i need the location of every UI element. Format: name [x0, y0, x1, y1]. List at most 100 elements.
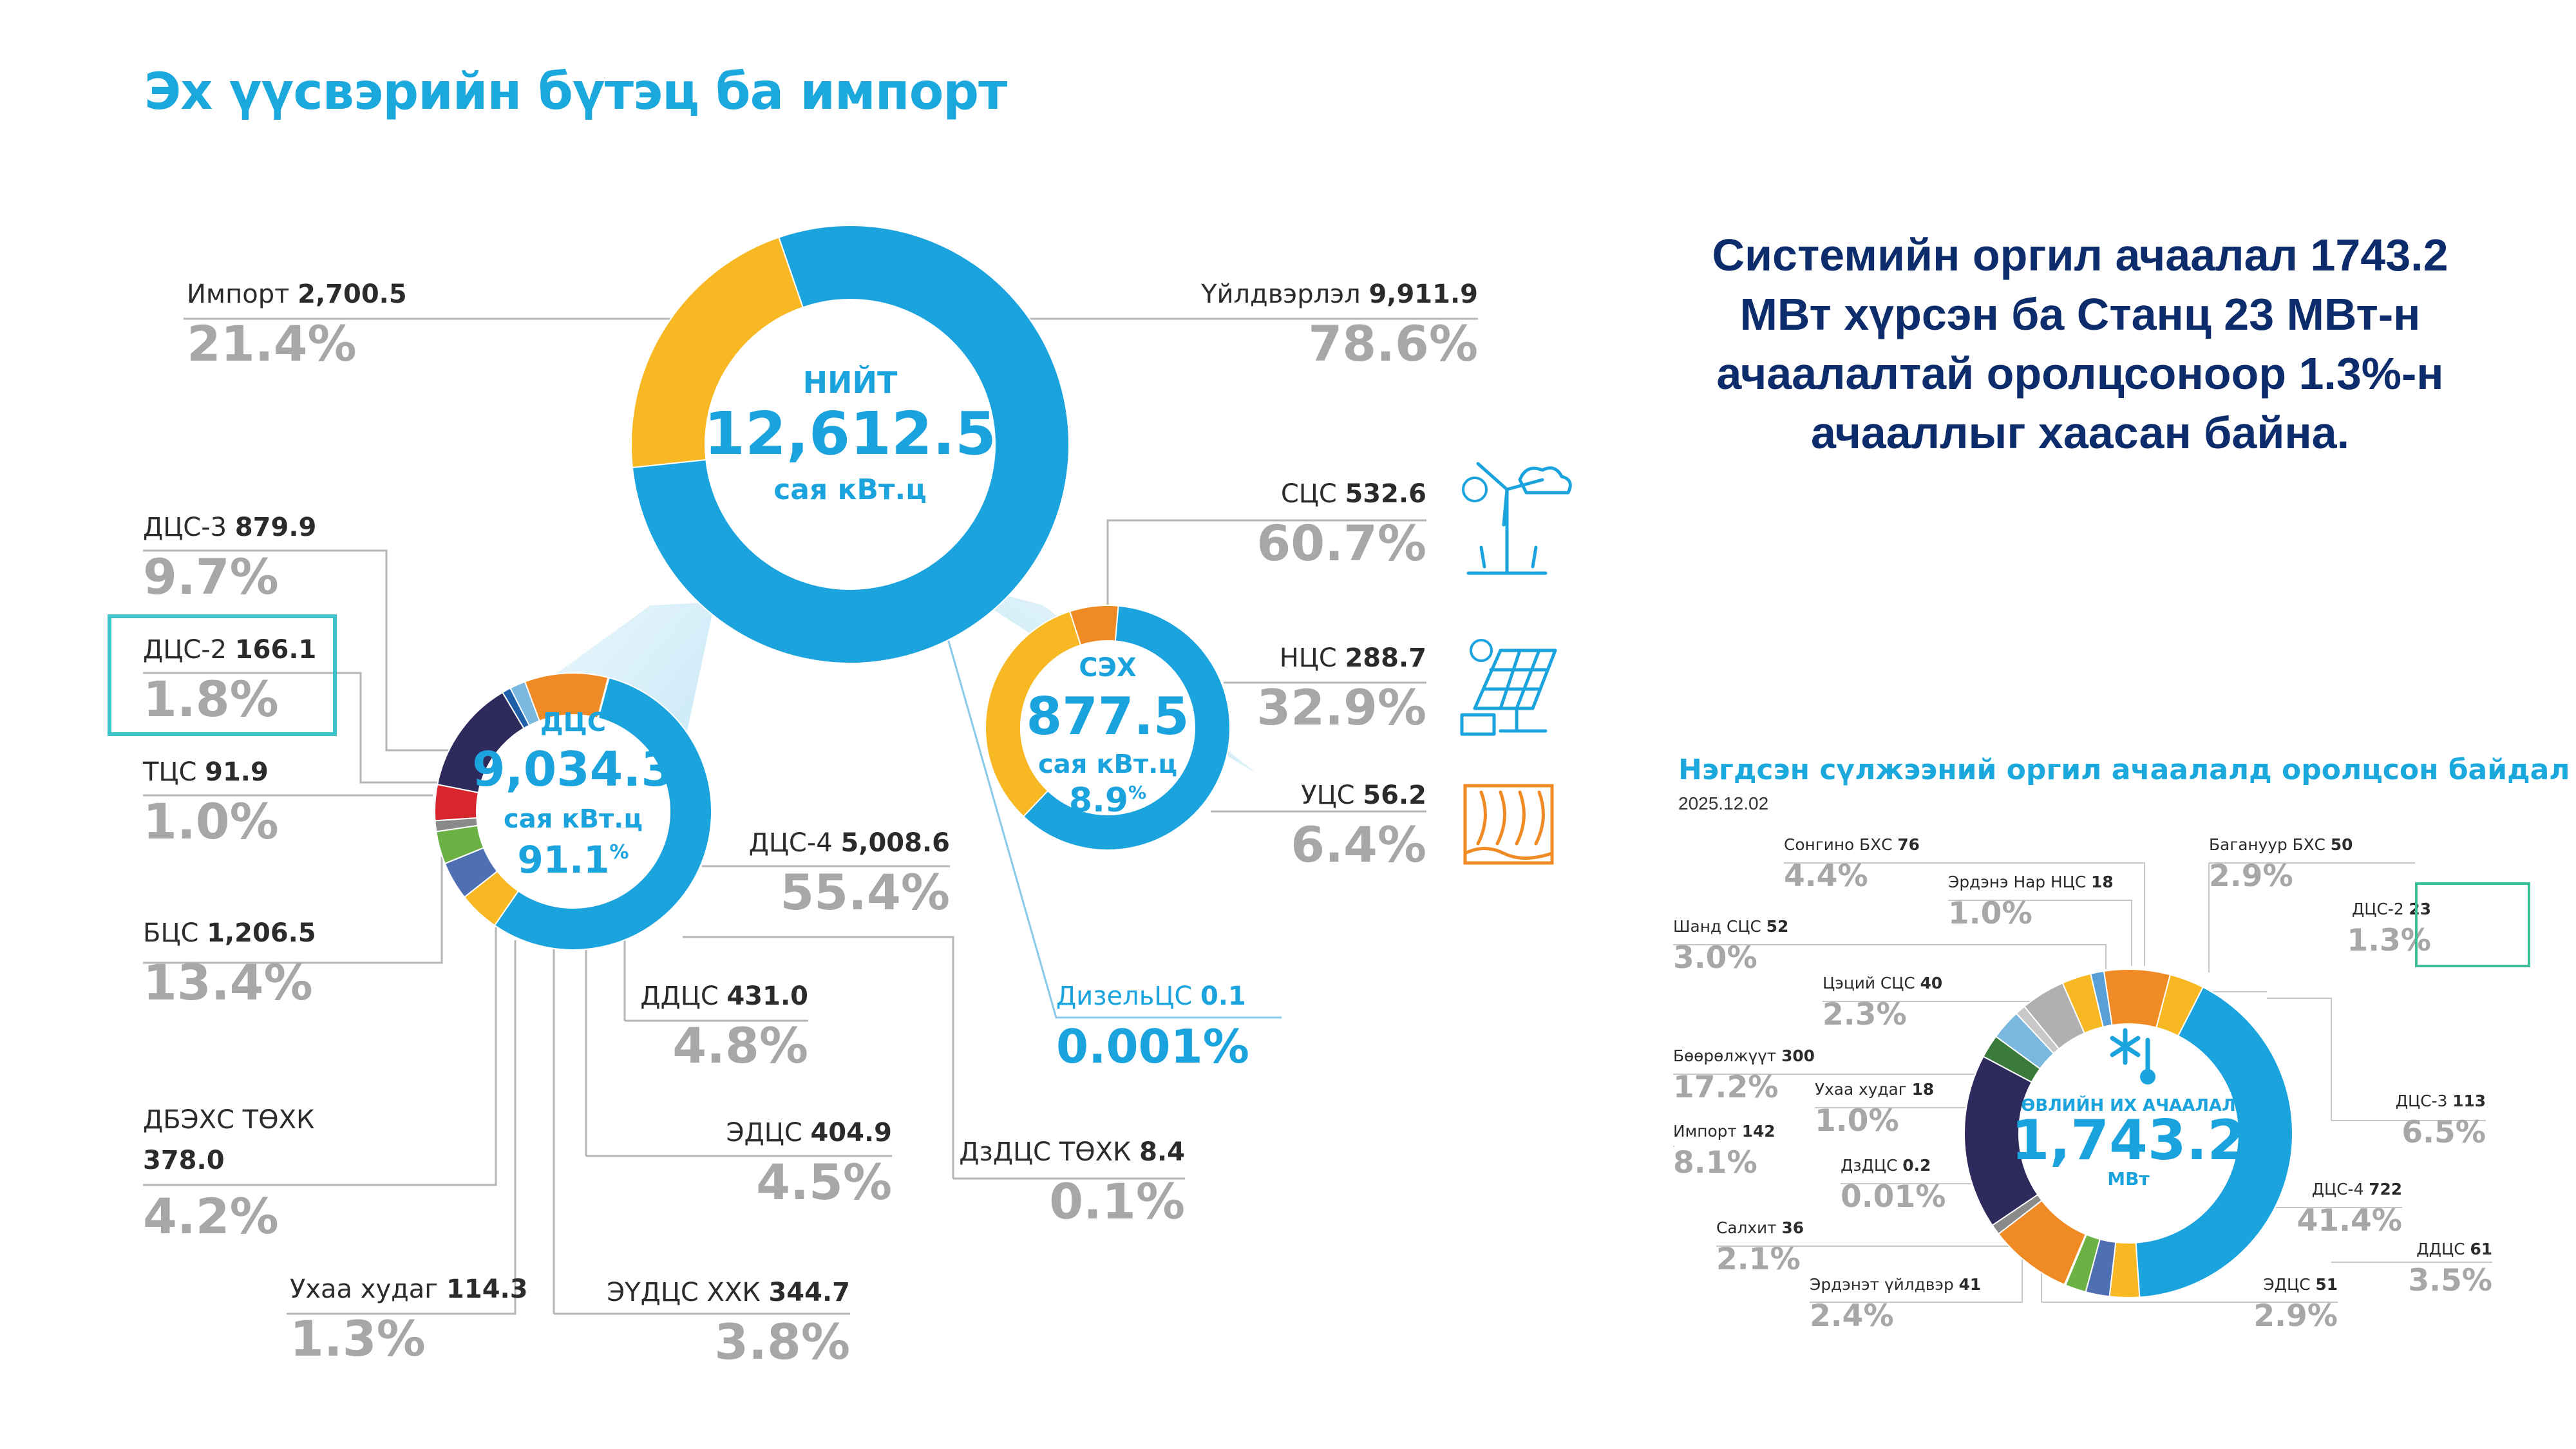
label-ухаа-худаг-value: 114.3 [446, 1274, 528, 1304]
peak-label-импорт-value: 142 [1742, 1122, 1776, 1141]
peak-label-дцс-4-value: 722 [2369, 1180, 2402, 1198]
label-scs-name-text: СЦС [1281, 479, 1345, 509]
label-дцс-2-name-text: ДЦС-2 [143, 635, 235, 665]
label-эүдцс-ххк-percent: 3.8% [714, 1313, 850, 1370]
wind-cloud-icon [1518, 466, 1572, 495]
peak-leader-дцс-3-vertical [2267, 998, 2332, 1121]
label-diesel-value: 0.1 [1200, 981, 1246, 1011]
label-бцс-percent: 13.4% [143, 954, 313, 1011]
label-эүдцс-ххк-name: ЭҮДЦС ХХК 344.7 [607, 1278, 850, 1307]
total-center-unit: сая кВт.ц [773, 473, 927, 506]
peak-dcs2-highlight-box [2415, 882, 2530, 967]
label-ncs-name-text: НЦС [1280, 643, 1345, 673]
label-ucs-name-text: УЦС [1301, 781, 1363, 810]
peak-label-ддцс-name-text: ДДЦС [2416, 1240, 2470, 1258]
peak-label-сонгино-бхс-percent: 4.4% [1784, 858, 1868, 894]
label-эдцс-name: ЭДЦС 404.9 [726, 1118, 892, 1148]
peak-label-багануур-бхс-name-text: Багануур БХС [2209, 835, 2331, 854]
seh-center-unit: сая кВт.ц [1038, 750, 1177, 779]
peak-label-шанд-сцс-name-text: Шанд СЦС [1673, 917, 1766, 936]
label-ддцс-name-text: ДДЦС [640, 981, 726, 1011]
peak-label-дздцс-percent: 0.01% [1841, 1179, 1946, 1215]
peak-label-дцс-2-value: 23 [2409, 900, 2431, 918]
label-ncs-percent: 32.9% [1256, 679, 1426, 736]
peak-center-label: ӨВЛИЙН ИХ АЧААЛАЛ [2021, 1095, 2235, 1115]
peak-label-бөөрөлжүүт-percent: 17.2% [1673, 1070, 1778, 1105]
label-diesel-name: ДизельЦС 0.1 [1056, 981, 1246, 1011]
dcs-center-unit: сая кВт.ц [504, 804, 643, 834]
label-scs-name: СЦС 532.6 [1281, 479, 1426, 509]
peak-label-дздцс-name: ДзДЦС 0.2 [1841, 1156, 1931, 1175]
peak-label-шанд-сцс-name: Шанд СЦС 52 [1673, 917, 1788, 936]
peak-leader-эрдэнэ-нар-нцс [1948, 900, 2132, 966]
total-center [705, 299, 995, 589]
label-дцс-3-value: 879.9 [235, 513, 317, 542]
label-бцс-value: 1,206.5 [207, 918, 316, 948]
label-ncs-name: НЦС 288.7 [1280, 643, 1426, 673]
label-diesel-name-text: ДизельЦС [1056, 981, 1200, 1011]
peak-label-дцс-4-percent: 41.4% [2297, 1203, 2402, 1238]
label-generation-name: Үйлдвэрлэл 9,911.9 [1200, 279, 1478, 309]
peak-label-бөөрөлжүүт-value: 300 [1781, 1046, 1815, 1065]
label-import-percent: 21.4% [187, 315, 357, 372]
peak-label-дцс-3-value: 113 [2452, 1092, 2486, 1110]
seh-center [1021, 641, 1195, 815]
label-ухаа-худаг-percent: 1.3% [290, 1310, 426, 1367]
label-ддцс-value: 431.0 [726, 981, 808, 1011]
peak-label-дздцс-name-text: ДзДЦС [1841, 1156, 1902, 1175]
label-ддцс-name: ДДЦС 431.0 [640, 981, 808, 1011]
peak-label-дцс-3-name-text: ДЦС-3 [2396, 1092, 2453, 1110]
seh-center-share: 8.9% [1069, 781, 1146, 820]
dcs2-highlight-box [108, 614, 337, 736]
peak-label-салхит-name: Салхит 36 [1716, 1218, 1804, 1237]
label-ухаа-худаг-name: Ухаа худаг 114.3 [290, 1274, 528, 1304]
label-ucs-name: УЦС 56.2 [1301, 781, 1426, 810]
peak-label-цэций-сцс-percent: 2.3% [1823, 997, 1907, 1032]
peak-label-дцс-4-name: ДЦС-4 722 [2312, 1180, 2402, 1198]
label-эдцс-value: 404.9 [810, 1118, 892, 1148]
label-ncs-value: 288.7 [1345, 643, 1426, 673]
dcs-center-label: ДЦС [540, 708, 606, 737]
peak-label-ухаа-худаг-value: 18 [1912, 1080, 1935, 1099]
peak-label-эрдэнэт-үйлдвэр-name-text: Эрдэнэт үйлдвэр [1810, 1275, 1959, 1294]
peak-label-цэций-сцс-name-text: Цэций СЦС [1823, 974, 1920, 992]
label-scs-value: 532.6 [1345, 479, 1426, 509]
label-dbehs-value: 378.0 [143, 1146, 225, 1175]
label-дздцс-төхк-name-text: ДзДЦС ТӨХК [959, 1137, 1139, 1167]
leader-scs [1106, 519, 1426, 605]
leader-бцс [143, 857, 443, 964]
solar-panel-icon [1473, 649, 1557, 733]
source-icons [1460, 462, 2155, 1084]
peak-label-эдцс-name: ЭДЦС 51 [2263, 1275, 2338, 1294]
peak-load-note: Системийн оргил ачаалал 1743.2 МВт хүрсэ… [1712, 230, 2448, 458]
peak-label-импорт-percent: 8.1% [1673, 1145, 1757, 1180]
label-дцс-4-name: ДЦС-4 5,008.6 [749, 828, 950, 858]
solar-sun-icon [1470, 639, 1493, 662]
label-дцс-3-name-text: ДЦС-3 [143, 513, 235, 542]
seh-center-label: СЭХ [1079, 653, 1137, 683]
peak-label-эрдэнэ-нар-нцс-name: Эрдэнэ Нар НЦС 18 [1948, 873, 2114, 891]
peak-label-дцс-3-percent: 6.5% [2401, 1115, 2486, 1150]
peak-label-эдцс-percent: 2.9% [2253, 1298, 2338, 1334]
label-бцс-name: БЦС 1,206.5 [143, 918, 316, 948]
leader-lines [143, 317, 2492, 1315]
label-дцс-4-percent: 55.4% [780, 864, 950, 921]
peak-label-эрдэнэ-нар-нцс-value: 18 [2091, 873, 2114, 891]
peak-label-дцс-2-name: ДЦС-2 23 [2352, 900, 2431, 918]
peak-label-импорт-name: Импорт 142 [1673, 1122, 1775, 1141]
label-scs-percent: 60.7% [1256, 515, 1426, 572]
peak-center-value: 1,743.2 [2011, 1108, 2246, 1173]
peak-label-багануур-бхс-percent: 2.9% [2209, 858, 2293, 894]
peak-label-салхит-name-text: Салхит [1716, 1218, 1781, 1237]
peak-label-шанд-сцс-value: 52 [1766, 917, 1789, 936]
wind-sun-icon [1462, 477, 1488, 502]
label-эдцс-percent: 4.5% [756, 1153, 892, 1211]
dcs-share-unit: % [610, 841, 629, 864]
total-center-label: НИЙТ [803, 365, 898, 400]
label-ucs-value: 56.2 [1363, 781, 1426, 810]
peak-label-дздцс-value: 0.2 [1902, 1156, 1931, 1175]
label-дцс-3-name: ДЦС-3 879.9 [143, 513, 316, 542]
peak-chart-title: Нэгдсэн сүлжээний оргил ачаалалд оролцсо… [1678, 753, 2570, 786]
